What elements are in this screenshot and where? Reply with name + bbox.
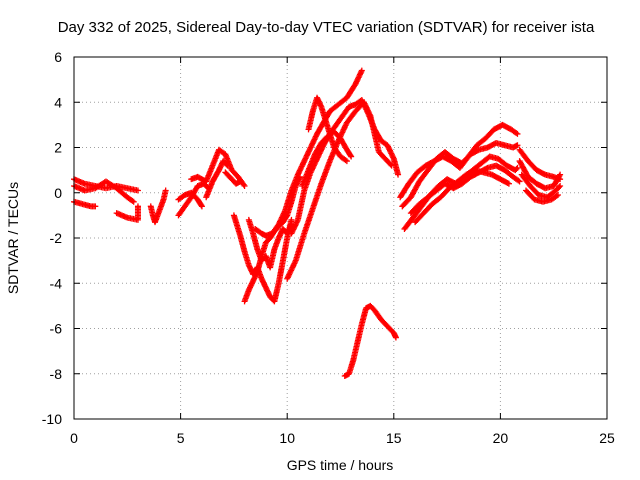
y-axis-label: SDTVAR / TECUs — [5, 182, 21, 294]
x-tick-label: 10 — [279, 430, 295, 446]
data-point-marker — [241, 182, 248, 189]
data-point-marker — [557, 182, 564, 189]
data-point-marker — [240, 181, 247, 188]
data-point-marker — [237, 178, 244, 185]
data-point-marker — [392, 334, 399, 341]
data-point-marker — [513, 130, 520, 137]
data-point-marker — [130, 198, 137, 205]
data-point-marker — [514, 130, 521, 137]
x-axis-label: GPS time / hours — [287, 457, 394, 473]
data-point-marker — [198, 202, 205, 209]
y-tick-label: 0 — [54, 185, 62, 201]
data-point-marker — [358, 67, 365, 74]
series-track-6 — [175, 180, 212, 219]
data-point-marker — [553, 192, 560, 199]
data-point-marker — [223, 161, 230, 168]
series-track-8 — [188, 146, 248, 189]
data-point-marker — [395, 171, 402, 178]
y-tick-label: -4 — [50, 275, 63, 291]
data-point-marker — [514, 142, 521, 149]
data-point-marker — [134, 187, 141, 194]
data-point-marker — [342, 157, 349, 164]
series-track-26 — [516, 158, 564, 192]
x-tick-label: 20 — [493, 430, 509, 446]
data-point-marker — [198, 203, 205, 210]
data-point-marker — [513, 165, 520, 172]
series-track-27 — [518, 171, 564, 201]
x-tick-label: 15 — [386, 430, 402, 446]
data-point-marker — [92, 203, 99, 210]
data-point-marker — [347, 152, 354, 159]
series-track-5 — [147, 187, 169, 226]
series-track-28 — [522, 187, 561, 205]
data-point-marker — [554, 192, 561, 199]
y-tick-label: -6 — [50, 321, 63, 337]
series-track-17 — [305, 94, 350, 165]
series-track-10 — [222, 169, 244, 187]
y-tick-label: -2 — [50, 230, 63, 246]
series-track-21 — [399, 139, 521, 210]
data-point-marker — [514, 164, 521, 171]
data-point-marker — [516, 178, 523, 185]
data-point-marker — [162, 187, 169, 194]
y-tick-label: 4 — [54, 94, 62, 110]
series-track-2 — [71, 178, 137, 205]
series-track-19 — [341, 302, 399, 380]
data-point-marker — [348, 153, 355, 160]
series-track-18 — [299, 128, 355, 189]
y-tick-label: 6 — [54, 49, 62, 65]
data-point-marker — [505, 180, 512, 187]
data-point-marker — [343, 158, 350, 165]
series-track-25 — [516, 146, 564, 183]
data-point-marker — [224, 162, 231, 169]
series-track-4 — [113, 203, 141, 223]
axis-ticks: 0 5 10 15 20 25 -10 -8 -6 -4 -2 0 2 4 6 — [42, 49, 615, 446]
data-point-marker — [129, 197, 136, 204]
x-tick-label: 5 — [177, 430, 185, 446]
chart-title: Day 332 of 2025, Sidereal Day-to-day VTE… — [58, 19, 595, 36]
series-track-9 — [203, 158, 231, 201]
data-point-marker — [556, 172, 563, 179]
series-track-7 — [175, 189, 205, 210]
y-tick-label: 2 — [54, 140, 62, 156]
data-point-marker — [556, 184, 563, 191]
data-point-marker — [134, 203, 141, 210]
y-tick-label: -8 — [50, 366, 63, 382]
data-point-marker — [557, 171, 564, 178]
series-track-3 — [71, 198, 99, 210]
y-tick-label: -10 — [42, 411, 62, 427]
series-track-24 — [412, 167, 512, 226]
data-point-marker — [515, 177, 522, 184]
series-track-14 — [252, 67, 365, 239]
x-tick-label: 0 — [70, 430, 78, 446]
data-points — [71, 67, 564, 380]
x-tick-label: 25 — [599, 430, 615, 446]
